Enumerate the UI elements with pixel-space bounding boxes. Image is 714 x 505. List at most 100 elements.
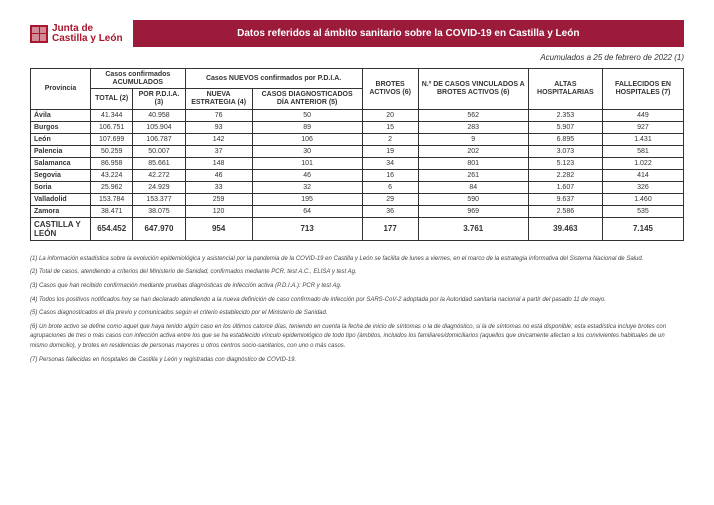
- table-row: León107.699106.787142106296.8951.431: [31, 133, 684, 145]
- logo-mark: [30, 25, 48, 43]
- logo: Junta de Castilla y León: [30, 24, 123, 44]
- cell-value: 64: [252, 205, 362, 217]
- cell-value: 50.259: [91, 145, 133, 157]
- cell-value: 2.586: [528, 205, 602, 217]
- cell-value: 9.637: [528, 193, 602, 205]
- footnote-line: (7) Personas fallecidas en hospitales de…: [30, 356, 684, 366]
- th-pdia: POR P.D.I.A. (3): [133, 89, 185, 109]
- cell-value: 50.007: [133, 145, 185, 157]
- cell-value: 449: [602, 109, 683, 121]
- cell-value: 89: [252, 121, 362, 133]
- table-row: Palencia50.25950.0073730192023.073581: [31, 145, 684, 157]
- cell-value-total: 647.970: [133, 217, 185, 240]
- cell-provincia: Soria: [31, 181, 91, 193]
- cell-value: 6: [362, 181, 418, 193]
- cell-value: 120: [185, 205, 252, 217]
- cell-value: 2.282: [528, 169, 602, 181]
- cell-value: 326: [602, 181, 683, 193]
- cell-value: 36: [362, 205, 418, 217]
- cell-value: 24.929: [133, 181, 185, 193]
- cell-value: 107.699: [91, 133, 133, 145]
- cell-value: 1.431: [602, 133, 683, 145]
- cell-value: 85.661: [133, 157, 185, 169]
- footnote-line: (4) Todos los positivos notificados hoy …: [30, 296, 684, 306]
- cell-provincia: León: [31, 133, 91, 145]
- table-row-total: CASTILLA Y LEÓN654.452647.9709547131773.…: [31, 217, 684, 240]
- cell-value: 38.075: [133, 205, 185, 217]
- footnotes: (1) La información estadística sobre la …: [30, 255, 684, 365]
- cell-value: 105.904: [133, 121, 185, 133]
- th-group-acumulados: Casos confirmados ACUMULADOS: [91, 69, 186, 89]
- table-row: Zamora38.47138.07512064369692.586535: [31, 205, 684, 217]
- footnote-line: (1) La información estadística sobre la …: [30, 255, 684, 265]
- th-nueva: NUEVA ESTRATEGIA (4): [185, 89, 252, 109]
- cell-value: 106: [252, 133, 362, 145]
- cell-value: 20: [362, 109, 418, 121]
- cell-value: 25.962: [91, 181, 133, 193]
- cell-value: 101: [252, 157, 362, 169]
- cell-provincia: Ávila: [31, 109, 91, 121]
- cell-value: 148: [185, 157, 252, 169]
- cell-value: 1.460: [602, 193, 683, 205]
- cell-value: 106.751: [91, 121, 133, 133]
- cell-value-total: 713: [252, 217, 362, 240]
- cell-value: 5.123: [528, 157, 602, 169]
- cell-value-total: 3.761: [418, 217, 528, 240]
- cell-value: 84: [418, 181, 528, 193]
- cell-value: 43.224: [91, 169, 133, 181]
- cell-value: 86.958: [91, 157, 133, 169]
- cell-value: 30: [252, 145, 362, 157]
- logo-line2: Castilla y León: [52, 33, 123, 44]
- cell-value: 15: [362, 121, 418, 133]
- date-subtitle: Acumulados a 25 de febrero de 2022 (1): [30, 53, 684, 62]
- cell-value: 41.344: [91, 109, 133, 121]
- cell-provincia: Palencia: [31, 145, 91, 157]
- footnote-line: (6) Un brote activo se define como aquel…: [30, 323, 684, 352]
- cell-value-total: 654.452: [91, 217, 133, 240]
- cell-value: 46: [185, 169, 252, 181]
- cell-value: 106.787: [133, 133, 185, 145]
- cell-value: 142: [185, 133, 252, 145]
- cell-value: 153.377: [133, 193, 185, 205]
- cell-provincia: Burgos: [31, 121, 91, 133]
- table-row: Valladolid153.784153.377259195295909.637…: [31, 193, 684, 205]
- th-diag-ant: CASOS DIAGNOSTICADOS DÍA ANTERIOR (5): [252, 89, 362, 109]
- th-altas: ALTAS HOSPITALARIAS: [528, 69, 602, 110]
- cell-value: 93: [185, 121, 252, 133]
- cell-value: 5.907: [528, 121, 602, 133]
- cell-value: 927: [602, 121, 683, 133]
- cell-provincia: Zamora: [31, 205, 91, 217]
- cell-value: 535: [602, 205, 683, 217]
- footnote-line: (3) Casos que han recibido confirmación …: [30, 282, 684, 292]
- table-row: Ávila41.34440.9587650205622.353449: [31, 109, 684, 121]
- th-fallecidos: FALLECIDOS EN HOSPITALES (7): [602, 69, 683, 110]
- cell-value: 969: [418, 205, 528, 217]
- table-row: Soria25.96224.92933326841.607326: [31, 181, 684, 193]
- table-body: Ávila41.34440.9587650205622.353449Burgos…: [31, 109, 684, 240]
- cell-value: 34: [362, 157, 418, 169]
- cell-value: 2: [362, 133, 418, 145]
- cell-value-total: 39.463: [528, 217, 602, 240]
- cell-value: 801: [418, 157, 528, 169]
- th-vinculados: N.º DE CASOS VINCULADOS A BROTES ACTIVOS…: [418, 69, 528, 110]
- cell-value: 76: [185, 109, 252, 121]
- th-total: TOTAL (2): [91, 89, 133, 109]
- title-bar: Datos referidos al ámbito sanitario sobr…: [133, 20, 684, 47]
- cell-value: 6.895: [528, 133, 602, 145]
- header-row: Junta de Castilla y León Datos referidos…: [30, 20, 684, 47]
- cell-value: 42.272: [133, 169, 185, 181]
- cell-value: 46: [252, 169, 362, 181]
- cell-value: 50: [252, 109, 362, 121]
- cell-value: 153.784: [91, 193, 133, 205]
- cell-value: 581: [602, 145, 683, 157]
- cell-value: 590: [418, 193, 528, 205]
- table-row: Burgos106.751105.9049389152835.907927: [31, 121, 684, 133]
- cell-value: 3.073: [528, 145, 602, 157]
- footnote-line: (5) Casos diagnosticados el día previo y…: [30, 309, 684, 319]
- cell-value: 40.958: [133, 109, 185, 121]
- cell-provincia-total: CASTILLA Y LEÓN: [31, 217, 91, 240]
- cell-value: 37: [185, 145, 252, 157]
- covid-data-table: Provincia Casos confirmados ACUMULADOS C…: [30, 68, 684, 241]
- cell-value: 259: [185, 193, 252, 205]
- cell-value: 9: [418, 133, 528, 145]
